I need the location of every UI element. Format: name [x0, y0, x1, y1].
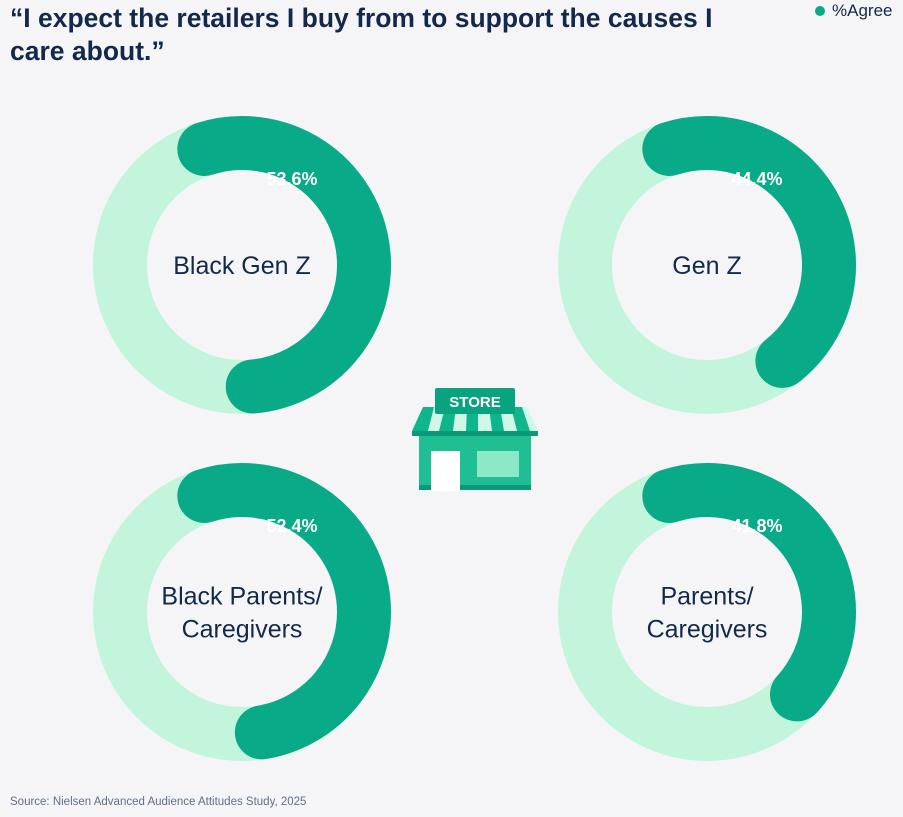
- donut-chart: 53.6% Black Gen Z: [93, 116, 391, 414]
- legend: %Agree: [815, 1, 892, 21]
- donut-category-label: Gen Z: [672, 252, 741, 280]
- legend-dot-icon: [815, 6, 825, 16]
- donut-agree-arc: [642, 116, 856, 388]
- donut-category-label: Black Gen Z: [173, 252, 311, 280]
- source-note: Source: Nielsen Advanced Audience Attitu…: [10, 796, 307, 808]
- donut-agree-arc: [177, 116, 391, 414]
- donut-chart: 41.8% Parents/Caregivers: [558, 463, 856, 761]
- donut-category-label: Black Parents/: [161, 583, 322, 611]
- store-sign-text: STORE: [449, 394, 500, 411]
- donut-category-label: Caregivers: [647, 616, 768, 644]
- donut-agree-arc: [177, 463, 391, 760]
- donut-chart: 52.4% Black Parents/Caregivers: [93, 463, 391, 761]
- chart-title: “I expect the retailers I buy from to su…: [10, 3, 713, 66]
- donut-category-label: Caregivers: [182, 616, 303, 644]
- donut-category-label: Parents/: [660, 583, 753, 611]
- legend-label: %Agree: [832, 1, 893, 20]
- store-icon: STORE: [412, 388, 538, 491]
- donut-value-label: 41.8%: [731, 516, 782, 536]
- donut-value-label: 52.4%: [266, 516, 317, 536]
- donut-agree-arc: [642, 463, 856, 722]
- donut-value-label: 53.6%: [266, 169, 317, 189]
- donut-chart: 44.4% Gen Z: [558, 116, 856, 414]
- donut-value-label: 44.4%: [731, 169, 782, 189]
